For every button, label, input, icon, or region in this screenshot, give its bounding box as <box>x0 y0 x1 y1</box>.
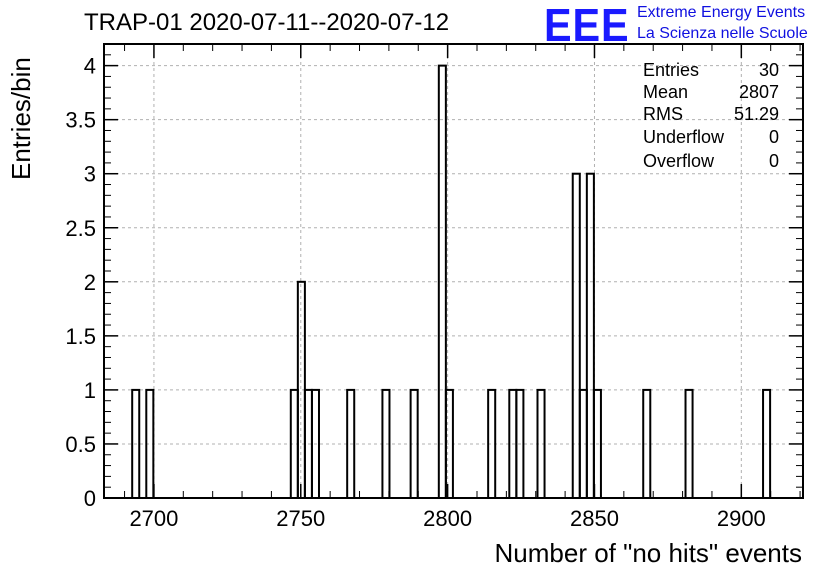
stats-key: RMS <box>643 104 683 124</box>
stats-value: 2807 <box>738 82 779 102</box>
stats-key: Mean <box>643 82 689 102</box>
x-tick-label: 2750 <box>276 506 325 531</box>
y-tick-label: 3.5 <box>65 108 96 133</box>
x-tick-label: 2800 <box>423 506 472 531</box>
y-tick-label: 2 <box>84 270 96 295</box>
y-axis-label: Entries/bin <box>6 57 36 180</box>
stats-value: 51.29 <box>733 104 779 124</box>
y-tick-label: 3 <box>84 162 96 187</box>
logo-subtitle-line1: Extreme Energy Events <box>637 4 806 21</box>
stats-value: 30 <box>758 60 779 80</box>
y-tick-label: 0 <box>84 486 96 511</box>
y-tick-label: 0.5 <box>65 432 96 457</box>
y-tick-label: 1 <box>84 378 96 403</box>
x-tick-label: 2700 <box>129 506 178 531</box>
y-tick-label: 2.5 <box>65 216 96 241</box>
stats-value: 0 <box>768 151 779 171</box>
logo-subtitle-line2: La Scienza nelle Scuole <box>637 25 808 42</box>
x-tick-label: 2900 <box>717 506 766 531</box>
y-tick-label: 4 <box>84 54 96 79</box>
x-axis-label: Number of "no hits" events <box>494 538 803 568</box>
stats-key: Entries <box>643 60 700 80</box>
x-tick-label: 2850 <box>570 506 619 531</box>
y-tick-label: 1.5 <box>65 324 96 349</box>
stats-value: 0 <box>768 127 779 147</box>
stats-key: Underflow <box>643 127 725 147</box>
stats-key: Overflow <box>643 151 715 171</box>
eee-logo: EEE <box>544 0 630 51</box>
chart-title: TRAP-01 2020-07-11--2020-07-12 <box>84 9 450 36</box>
